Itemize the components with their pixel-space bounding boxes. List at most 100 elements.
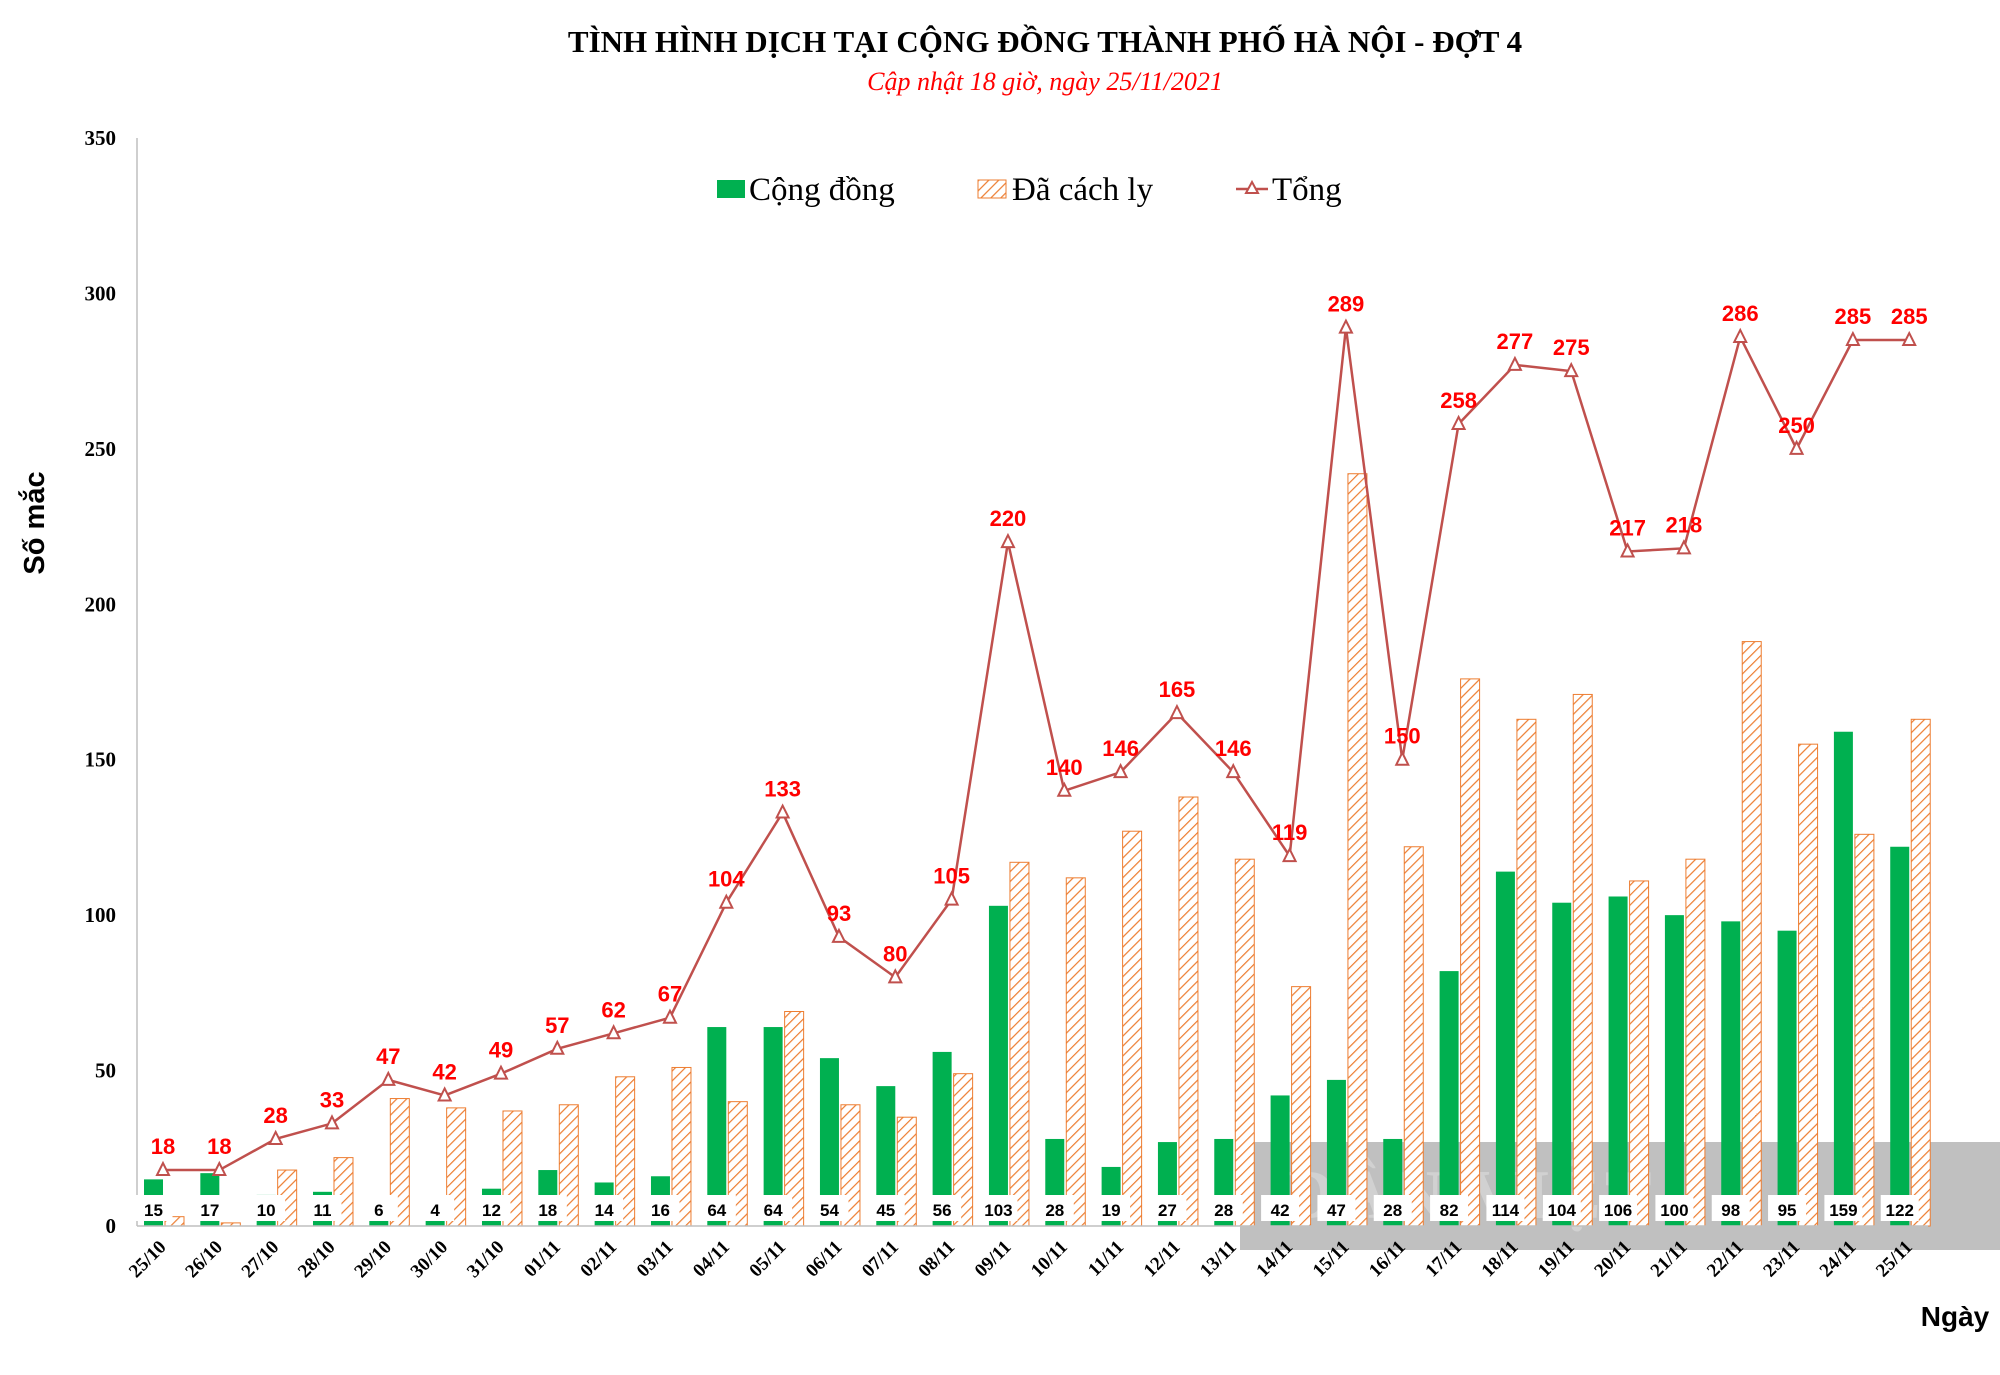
x-tick-label: 31/10 — [463, 1237, 508, 1282]
total-marker — [1281, 846, 1298, 863]
total-value-label: 285 — [1835, 304, 1872, 329]
total-marker — [1056, 781, 1072, 797]
community-value-label: 15 — [144, 1201, 163, 1220]
total-marker — [493, 1064, 509, 1080]
y-tick-label: 300 — [85, 281, 117, 305]
total-value-label: 220 — [990, 506, 1027, 531]
community-value-label: 28 — [1045, 1201, 1064, 1220]
community-value-label: 28 — [1214, 1201, 1233, 1220]
total-value-label: 80 — [883, 941, 907, 966]
community-value-label: 103 — [984, 1201, 1012, 1220]
total-marker — [1619, 542, 1636, 558]
community-label-bg — [1880, 1195, 1919, 1221]
total-value-label: 18 — [207, 1134, 231, 1159]
total-marker — [211, 1160, 227, 1177]
y-tick-label: 150 — [85, 748, 117, 772]
bar-community — [1721, 921, 1741, 1226]
y-tick-label: 0 — [106, 1214, 117, 1238]
community-label-bg — [1035, 1195, 1074, 1221]
community-label-bg — [416, 1195, 455, 1221]
total-marker — [1338, 318, 1354, 334]
total-value-label: 119 — [1272, 820, 1308, 845]
total-value-label: 217 — [1609, 515, 1646, 540]
community-label-bg — [247, 1195, 286, 1221]
bar-isolated — [1685, 858, 1706, 1227]
bars — [144, 473, 1931, 1227]
total-value-label: 28 — [263, 1103, 287, 1128]
bar-community — [707, 1027, 727, 1226]
bar-isolated — [1460, 678, 1481, 1227]
community-label-bg — [134, 1195, 173, 1221]
total-marker — [1901, 330, 1917, 347]
community-label-bg — [585, 1195, 624, 1221]
total-value-label: 275 — [1553, 335, 1590, 360]
bar-community — [1890, 846, 1910, 1226]
community-value-label: 14 — [595, 1201, 614, 1220]
total-marker — [1563, 361, 1579, 378]
community-label-bg — [697, 1195, 736, 1221]
total-value-label: 140 — [1046, 755, 1083, 780]
community-value-label: 42 — [1271, 1201, 1290, 1220]
total-value-label: 105 — [933, 864, 970, 889]
chart-subtitle: Cập nhật 18 giờ, ngày 25/11/2021 — [867, 67, 1223, 96]
bar-community — [819, 1058, 839, 1226]
bar-isolated — [1572, 693, 1593, 1227]
community-value-label: 54 — [820, 1201, 839, 1220]
x-tick-label: 30/10 — [407, 1237, 452, 1282]
total-marker — [268, 1129, 284, 1145]
community-label-bg — [1542, 1195, 1581, 1221]
bar-isolated — [1516, 718, 1537, 1227]
legend-marker-total — [1244, 179, 1260, 194]
community-value-label: 159 — [1829, 1201, 1857, 1220]
total-marker — [437, 1086, 453, 1102]
y-tick-label: 350 — [85, 126, 117, 150]
bar-isolated — [1854, 833, 1875, 1227]
community-value-label: 6 — [374, 1201, 383, 1220]
bar-isolated — [1065, 877, 1086, 1227]
x-tick-label: 25/10 — [125, 1237, 170, 1282]
total-marker — [1788, 439, 1805, 455]
total-marker — [1000, 532, 1016, 549]
total-value-label: 146 — [1215, 736, 1252, 761]
total-value-label: 146 — [1102, 736, 1139, 761]
bar-community — [1833, 731, 1853, 1226]
community-value-label: 104 — [1548, 1201, 1577, 1220]
legend-label-total: Tổng — [1272, 172, 1342, 208]
bar-isolated — [1798, 743, 1819, 1227]
community-label-bg — [1092, 1195, 1131, 1221]
x-tick-label: 10/11 — [1027, 1237, 1072, 1282]
data-labels: 15 17 10 11 6 4 12 18 14 16 64 64 54 45 56 103 28 19 27 28 4… — [134, 1195, 1919, 1221]
bar-isolated — [1122, 830, 1143, 1227]
community-label-bg — [1317, 1195, 1356, 1221]
x-tick-label: 08/11 — [914, 1237, 959, 1282]
total-value-label: 33 — [320, 1087, 344, 1112]
community-value-label: 28 — [1383, 1201, 1402, 1220]
total-value-label: 47 — [376, 1044, 400, 1069]
community-label-bg — [1204, 1195, 1243, 1221]
x-tick-label: 02/11 — [576, 1237, 621, 1282]
community-label-bg — [359, 1195, 398, 1221]
community-value-label: 64 — [764, 1201, 783, 1220]
bar-community — [876, 1086, 896, 1226]
community-value-label: 64 — [707, 1201, 726, 1220]
community-value-label: 95 — [1778, 1201, 1797, 1220]
community-value-label: 4 — [430, 1201, 440, 1220]
y-tick-label: 250 — [85, 437, 117, 461]
community-label-bg — [1824, 1195, 1863, 1221]
bar-isolated — [1629, 880, 1650, 1227]
community-value-label: 12 — [482, 1201, 501, 1220]
community-value-label: 47 — [1327, 1201, 1346, 1220]
total-marker — [155, 1160, 171, 1177]
legend-swatch-community — [717, 180, 745, 198]
community-value-label: 16 — [651, 1201, 670, 1220]
community-value-label: 19 — [1102, 1201, 1121, 1220]
bar-community — [1439, 971, 1459, 1226]
total-value-label: 18 — [151, 1134, 175, 1159]
total-marker — [831, 927, 847, 943]
x-tick-label: 29/10 — [350, 1237, 395, 1282]
total-marker — [1845, 330, 1861, 347]
community-value-label: 27 — [1158, 1201, 1177, 1220]
community-label-bg — [1711, 1195, 1750, 1221]
community-value-label: 100 — [1660, 1201, 1688, 1220]
